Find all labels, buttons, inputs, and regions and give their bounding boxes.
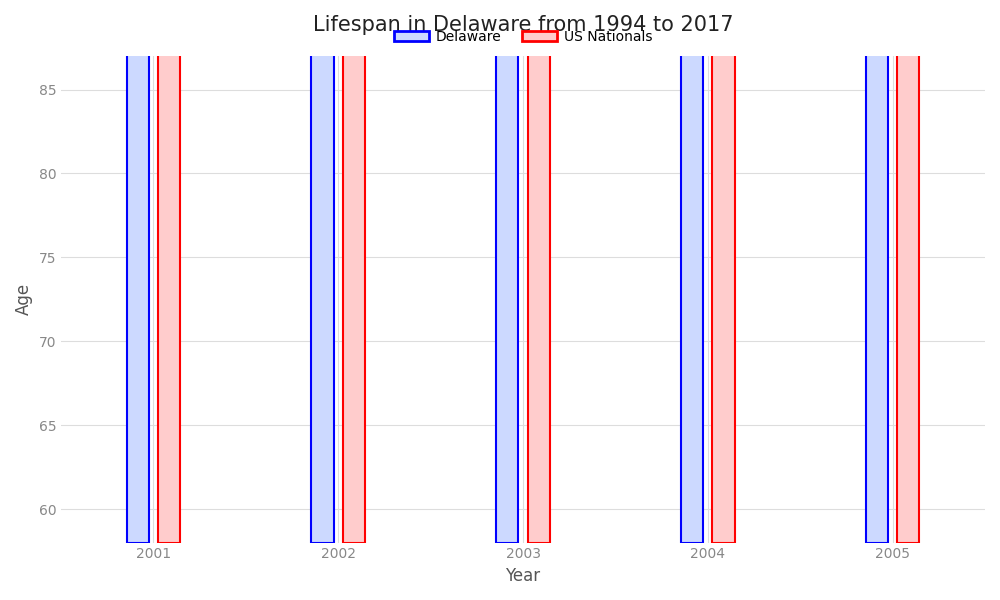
Legend: Delaware, US Nationals: Delaware, US Nationals [388,24,658,49]
Bar [158,0,180,542]
Bar [681,0,703,542]
Bar [127,0,149,542]
X-axis label: Year: Year [505,567,541,585]
Y-axis label: Age: Age [15,283,33,316]
Bar [712,0,735,542]
Bar [311,0,334,542]
Bar [528,0,550,542]
Bar [897,0,919,542]
Bar [496,0,518,542]
Bar [343,0,365,542]
Title: Lifespan in Delaware from 1994 to 2017: Lifespan in Delaware from 1994 to 2017 [313,15,733,35]
Bar [866,0,888,542]
